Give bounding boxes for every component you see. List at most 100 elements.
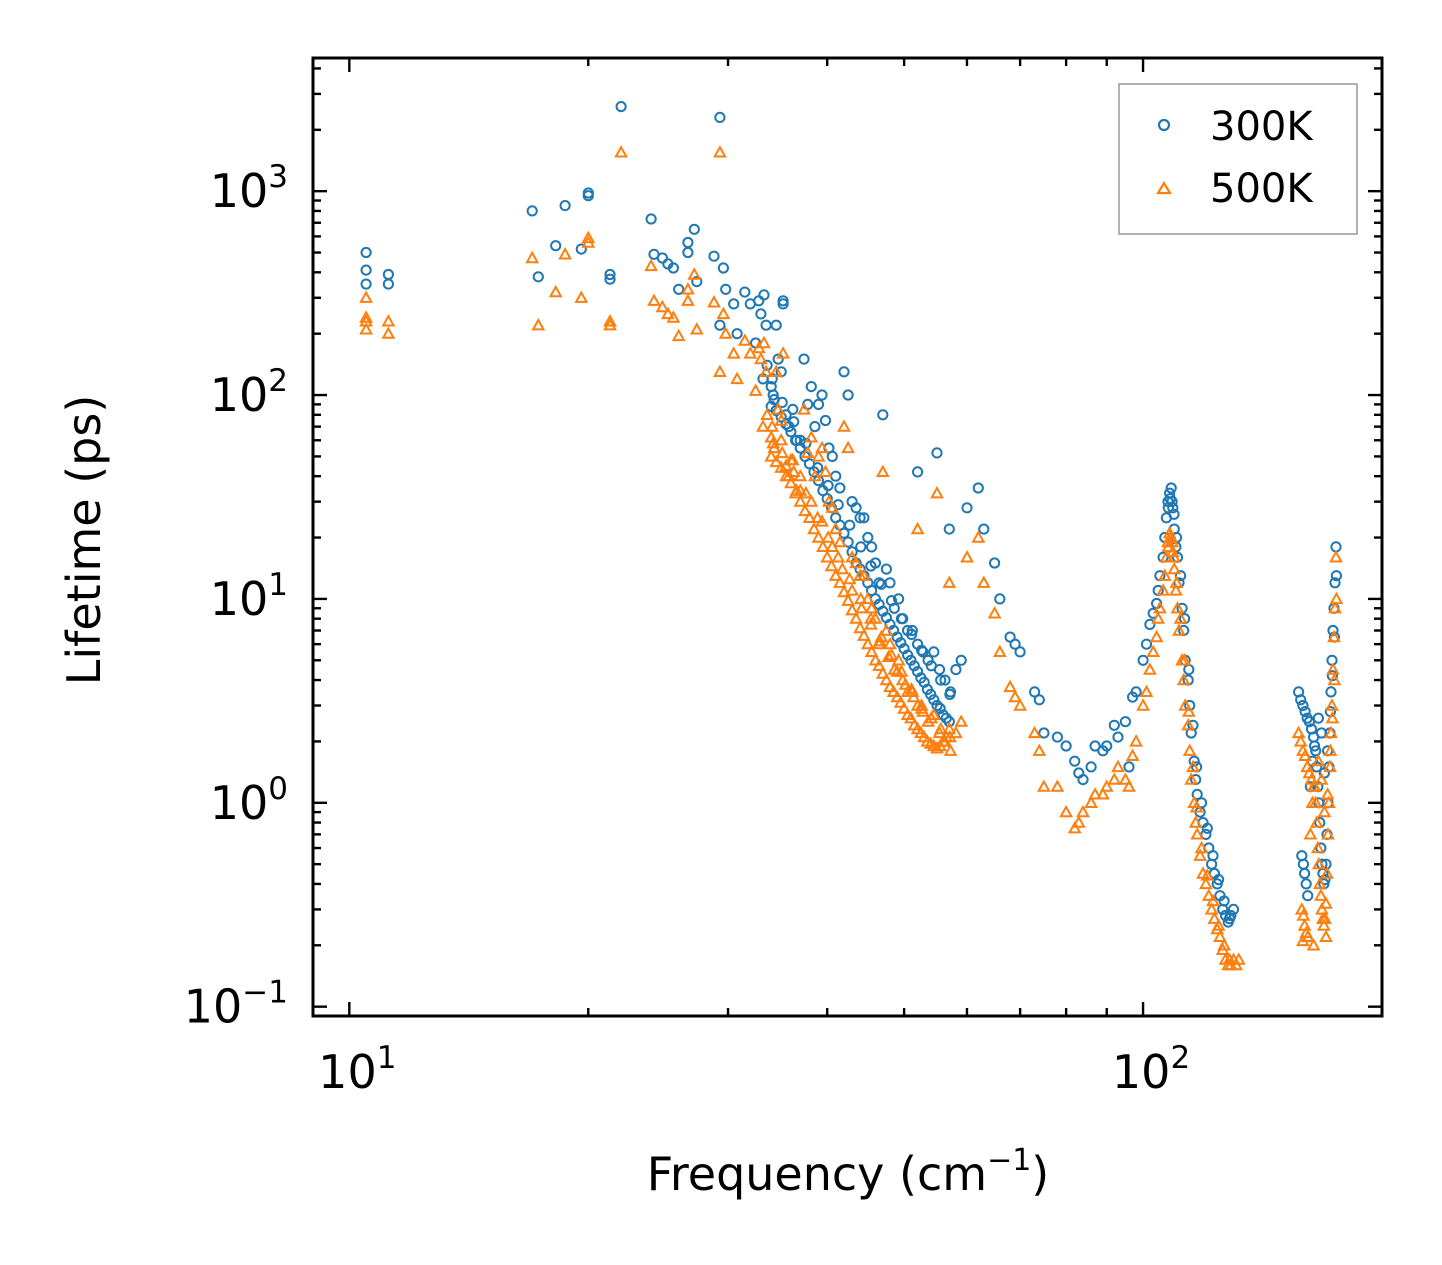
point-300k	[1033, 694, 1045, 706]
point-500k	[992, 644, 1007, 657]
point-300k	[1085, 761, 1097, 773]
point-500k	[879, 623, 894, 636]
point-300k	[850, 502, 862, 514]
point-500k	[1167, 561, 1182, 575]
point-500k	[1003, 679, 1018, 693]
point-500k	[1204, 902, 1219, 915]
point-300k	[989, 557, 1001, 569]
point-500k	[359, 322, 374, 335]
point-500k	[707, 295, 721, 308]
point-500k	[1189, 800, 1204, 813]
point-500k	[1146, 644, 1161, 657]
point-500k	[875, 464, 890, 477]
point-500k	[1181, 718, 1196, 731]
point-300k	[1295, 694, 1307, 706]
point-300k	[714, 319, 726, 331]
data-points	[359, 101, 1344, 971]
point-500k	[884, 647, 899, 661]
y-tick-label: 101	[210, 567, 288, 626]
point-300k	[908, 660, 920, 672]
point-500k	[822, 494, 836, 507]
point-500k	[381, 314, 396, 327]
point-500k	[756, 419, 770, 432]
point-300k	[728, 298, 740, 310]
point-500k	[759, 364, 773, 377]
point-300k	[854, 512, 866, 524]
point-500k	[1296, 908, 1311, 921]
point-500k	[1320, 787, 1335, 800]
point-500k	[1027, 725, 1042, 739]
point-500k	[849, 611, 864, 624]
point-500k	[868, 653, 883, 666]
point-500k	[531, 317, 546, 331]
point-300k	[1009, 638, 1021, 650]
point-300k	[862, 531, 874, 544]
point-500k	[857, 568, 871, 581]
point-500k	[1139, 684, 1154, 697]
point-300k	[714, 111, 726, 124]
point-500k	[942, 575, 957, 588]
point-500k	[765, 419, 780, 432]
y-tick-label: 100	[210, 771, 288, 830]
point-500k	[1176, 672, 1191, 686]
point-300k	[895, 637, 907, 649]
point-300k	[844, 519, 856, 531]
point-300k	[1166, 496, 1178, 508]
point-500k	[820, 550, 835, 563]
point-300k	[1312, 712, 1325, 724]
point-500k	[1317, 918, 1331, 931]
point-500k	[1172, 623, 1186, 636]
legend-label-300k: 300K	[1210, 104, 1314, 150]
point-300k	[1119, 716, 1132, 728]
point-500k	[775, 445, 790, 459]
point-500k	[776, 346, 790, 359]
point-500k	[824, 558, 839, 572]
point-500k	[666, 310, 681, 323]
point-500k	[1311, 856, 1326, 870]
point-300k	[805, 381, 817, 393]
point-300k	[739, 286, 751, 298]
point-300k	[912, 466, 924, 478]
point-500k	[1165, 534, 1179, 548]
point-500k	[774, 460, 789, 473]
point-500k	[930, 741, 944, 754]
point-500k	[828, 521, 843, 535]
point-500k	[898, 677, 913, 690]
point-500k	[558, 247, 572, 260]
point-500k	[825, 500, 840, 513]
point-500k	[1293, 734, 1308, 747]
point-500k	[681, 282, 695, 295]
point-300k	[834, 482, 846, 494]
point-300k	[757, 373, 769, 385]
point-300k	[865, 560, 877, 572]
point-300k	[1302, 890, 1314, 902]
point-300k	[905, 654, 917, 666]
point-500k	[1071, 815, 1086, 828]
point-500k	[845, 583, 860, 596]
point-500k	[1311, 753, 1326, 767]
point-300k	[1299, 867, 1311, 880]
point-300k	[559, 200, 571, 212]
point-500k	[1184, 772, 1199, 785]
legend-label-500k: 500K	[1210, 166, 1314, 212]
point-300k	[717, 262, 730, 274]
point-500k	[1059, 804, 1073, 818]
point-300k	[866, 541, 878, 553]
point-300k	[776, 396, 788, 408]
point-300k	[935, 674, 947, 686]
point-300k	[906, 628, 918, 641]
point-500k	[835, 561, 850, 575]
point-300k	[819, 414, 832, 427]
point-300k	[382, 278, 394, 290]
point-500k	[897, 701, 911, 714]
point-300k	[800, 437, 812, 449]
point-500k	[1321, 827, 1335, 840]
point-300k	[821, 493, 833, 505]
point-300k	[798, 353, 810, 365]
point-500k	[890, 689, 905, 703]
point-500k	[960, 550, 974, 563]
point-300k	[1108, 719, 1120, 731]
point-500k	[1323, 759, 1337, 773]
point-500k	[1328, 601, 1342, 614]
point-300k	[667, 262, 680, 274]
